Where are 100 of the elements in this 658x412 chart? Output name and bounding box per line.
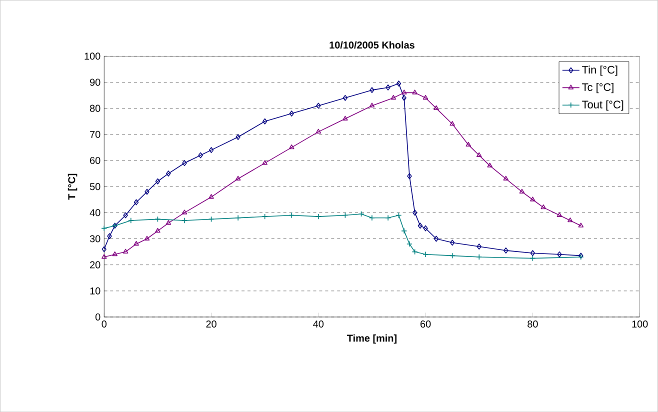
point [401, 90, 407, 94]
point [412, 248, 418, 255]
point [134, 240, 139, 246]
point [530, 255, 536, 262]
y-tick-label: 30 [90, 235, 100, 242]
point [208, 194, 214, 199]
y-tick-label: 0 [95, 313, 100, 320]
point [434, 236, 439, 242]
point [144, 188, 150, 195]
point [262, 214, 268, 220]
point [368, 214, 375, 221]
y-tick-label: 80 [90, 104, 100, 112]
point [407, 173, 412, 180]
point [530, 250, 536, 256]
point [342, 116, 348, 120]
y-tick-label: 20 [90, 261, 100, 268]
x-tick-label: 0 [102, 320, 107, 328]
point [342, 212, 348, 218]
point [423, 225, 428, 232]
point [504, 247, 508, 254]
point [412, 210, 418, 216]
point [128, 217, 134, 224]
point [316, 102, 321, 109]
y-tick-label: 100 [84, 52, 100, 60]
point [540, 204, 546, 210]
point [288, 212, 295, 218]
point [466, 142, 472, 146]
y-tick-label: 50 [90, 183, 100, 190]
point [182, 210, 188, 214]
point [155, 178, 160, 184]
legend-label: Tc [°C] [582, 82, 614, 94]
point [396, 80, 402, 86]
legend-label: Tin [°C] [582, 66, 618, 76]
point [262, 118, 268, 124]
point [487, 162, 492, 168]
point [198, 152, 203, 158]
point [418, 222, 423, 229]
point [369, 102, 375, 108]
point [236, 134, 240, 140]
point [370, 87, 374, 93]
point [154, 216, 161, 222]
x-tick-label: 40 [313, 320, 324, 328]
point [396, 212, 402, 218]
x-tick-label: 100 [632, 320, 648, 328]
point [449, 252, 456, 259]
point [107, 233, 112, 240]
y-tick-label: 60 [90, 156, 100, 164]
chart-title: 10/10/2005 Kholas [330, 41, 414, 49]
point [315, 214, 322, 220]
point [358, 210, 364, 217]
y-axis-title: T [°C] [68, 174, 78, 200]
point [434, 105, 439, 110]
point [386, 84, 390, 90]
point [476, 152, 482, 157]
point [112, 251, 118, 256]
point [123, 212, 128, 218]
y-tick-label: 70 [90, 130, 100, 138]
point [503, 176, 509, 180]
point [122, 248, 128, 254]
point [182, 160, 187, 166]
point [406, 240, 412, 247]
point [166, 170, 171, 176]
x-tick-label: 20 [206, 320, 216, 328]
y-tick-label: 10 [90, 287, 100, 294]
point [208, 216, 214, 222]
y-tick-label: 90 [90, 78, 100, 86]
point [412, 90, 418, 94]
point [385, 214, 392, 221]
point [166, 220, 172, 225]
point [342, 94, 348, 101]
x-axis-title: Time [min] [347, 334, 396, 344]
point [556, 212, 562, 217]
point [208, 147, 214, 153]
point [450, 120, 455, 126]
legend-label: Tout [°C] [582, 100, 624, 111]
point [568, 217, 573, 222]
point [422, 251, 429, 258]
point [182, 217, 188, 224]
point [134, 199, 139, 206]
x-tick-label: 80 [528, 320, 538, 328]
point [288, 144, 294, 150]
point [235, 176, 241, 180]
point [262, 160, 268, 165]
x-tick-label: 60 [420, 320, 431, 328]
point [476, 254, 482, 260]
point [289, 110, 294, 116]
point [316, 128, 322, 134]
point [422, 94, 428, 100]
point [450, 240, 455, 246]
point [476, 244, 482, 250]
point [402, 94, 406, 101]
point [155, 228, 160, 233]
y-tick-label: 40 [90, 209, 100, 216]
point [530, 196, 536, 202]
point [144, 236, 150, 240]
point [401, 228, 408, 234]
point [390, 94, 396, 100]
point [557, 251, 562, 258]
point [519, 188, 525, 194]
point [235, 214, 242, 221]
